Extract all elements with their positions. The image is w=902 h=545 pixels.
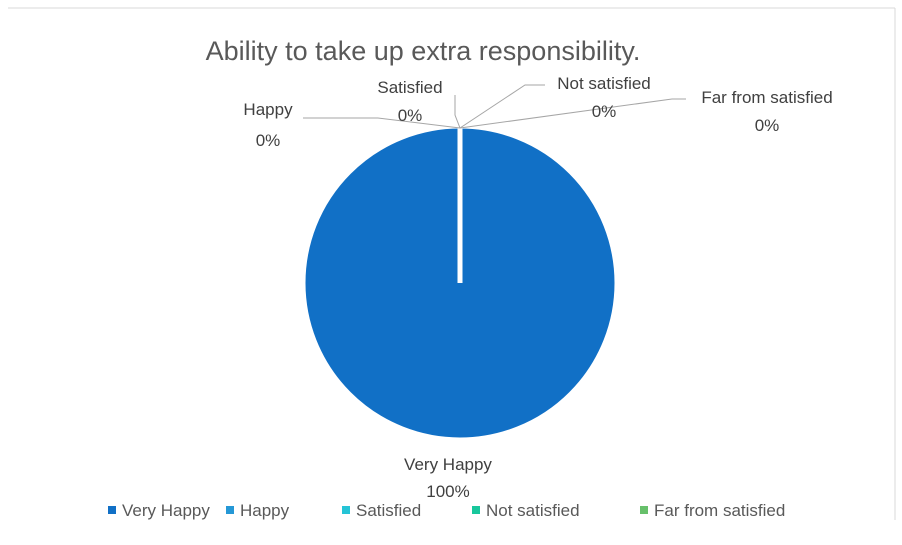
legend-label-far-from-satisfied: Far from satisfied xyxy=(654,501,785,520)
data-label-percent-very-happy: 100% xyxy=(426,482,469,501)
pie-slices xyxy=(304,127,616,439)
data-label-name-happy: Happy xyxy=(243,100,293,119)
data-label-percent-satisfied: 0% xyxy=(398,106,423,125)
legend-item-happy: Happy xyxy=(226,501,290,520)
legend-item-very-happy: Very Happy xyxy=(108,501,210,520)
data-labels: Very Happy 100% Happy 0% Satisfied 0% Not sati… xyxy=(243,74,832,501)
legend-label-satisfied: Satisfied xyxy=(356,501,421,520)
legend-label-very-happy: Very Happy xyxy=(122,501,210,520)
chart-title: Ability to take up extra responsibility. xyxy=(206,36,641,66)
data-label-name-very-happy: Very Happy xyxy=(404,455,492,474)
leader-line-far-from-satisfied xyxy=(459,98,686,129)
data-label-percent-far-from-satisfied: 0% xyxy=(755,116,780,135)
data-label-percent-happy: 0% xyxy=(256,131,281,150)
legend-item-satisfied: Satisfied xyxy=(342,501,421,520)
legend-swatch-satisfied xyxy=(342,506,350,514)
data-label-percent-not-satisfied: 0% xyxy=(592,102,617,121)
legend-swatch-happy xyxy=(226,506,234,514)
legend-swatch-not-satisfied xyxy=(472,506,480,514)
leader-line-satisfied xyxy=(454,95,461,129)
legend-label-happy: Happy xyxy=(240,501,290,520)
leader-line-not-satisfied xyxy=(459,84,545,129)
legend-swatch-very-happy xyxy=(108,506,116,514)
leader-line-happy xyxy=(303,117,461,129)
legend-item-far-from-satisfied: Far from satisfied xyxy=(640,501,785,520)
data-label-name-not-satisfied: Not satisfied xyxy=(557,74,651,93)
legend-item-not-satisfied: Not satisfied xyxy=(472,501,580,520)
legend: Very Happy Happy Satisfied Not satisfied Far… xyxy=(108,501,785,520)
data-label-name-satisfied: Satisfied xyxy=(377,78,442,97)
legend-swatch-far-from-satisfied xyxy=(640,506,648,514)
data-label-name-far-from-satisfied: Far from satisfied xyxy=(701,88,832,107)
leader-lines xyxy=(303,84,686,129)
legend-label-not-satisfied: Not satisfied xyxy=(486,501,580,520)
